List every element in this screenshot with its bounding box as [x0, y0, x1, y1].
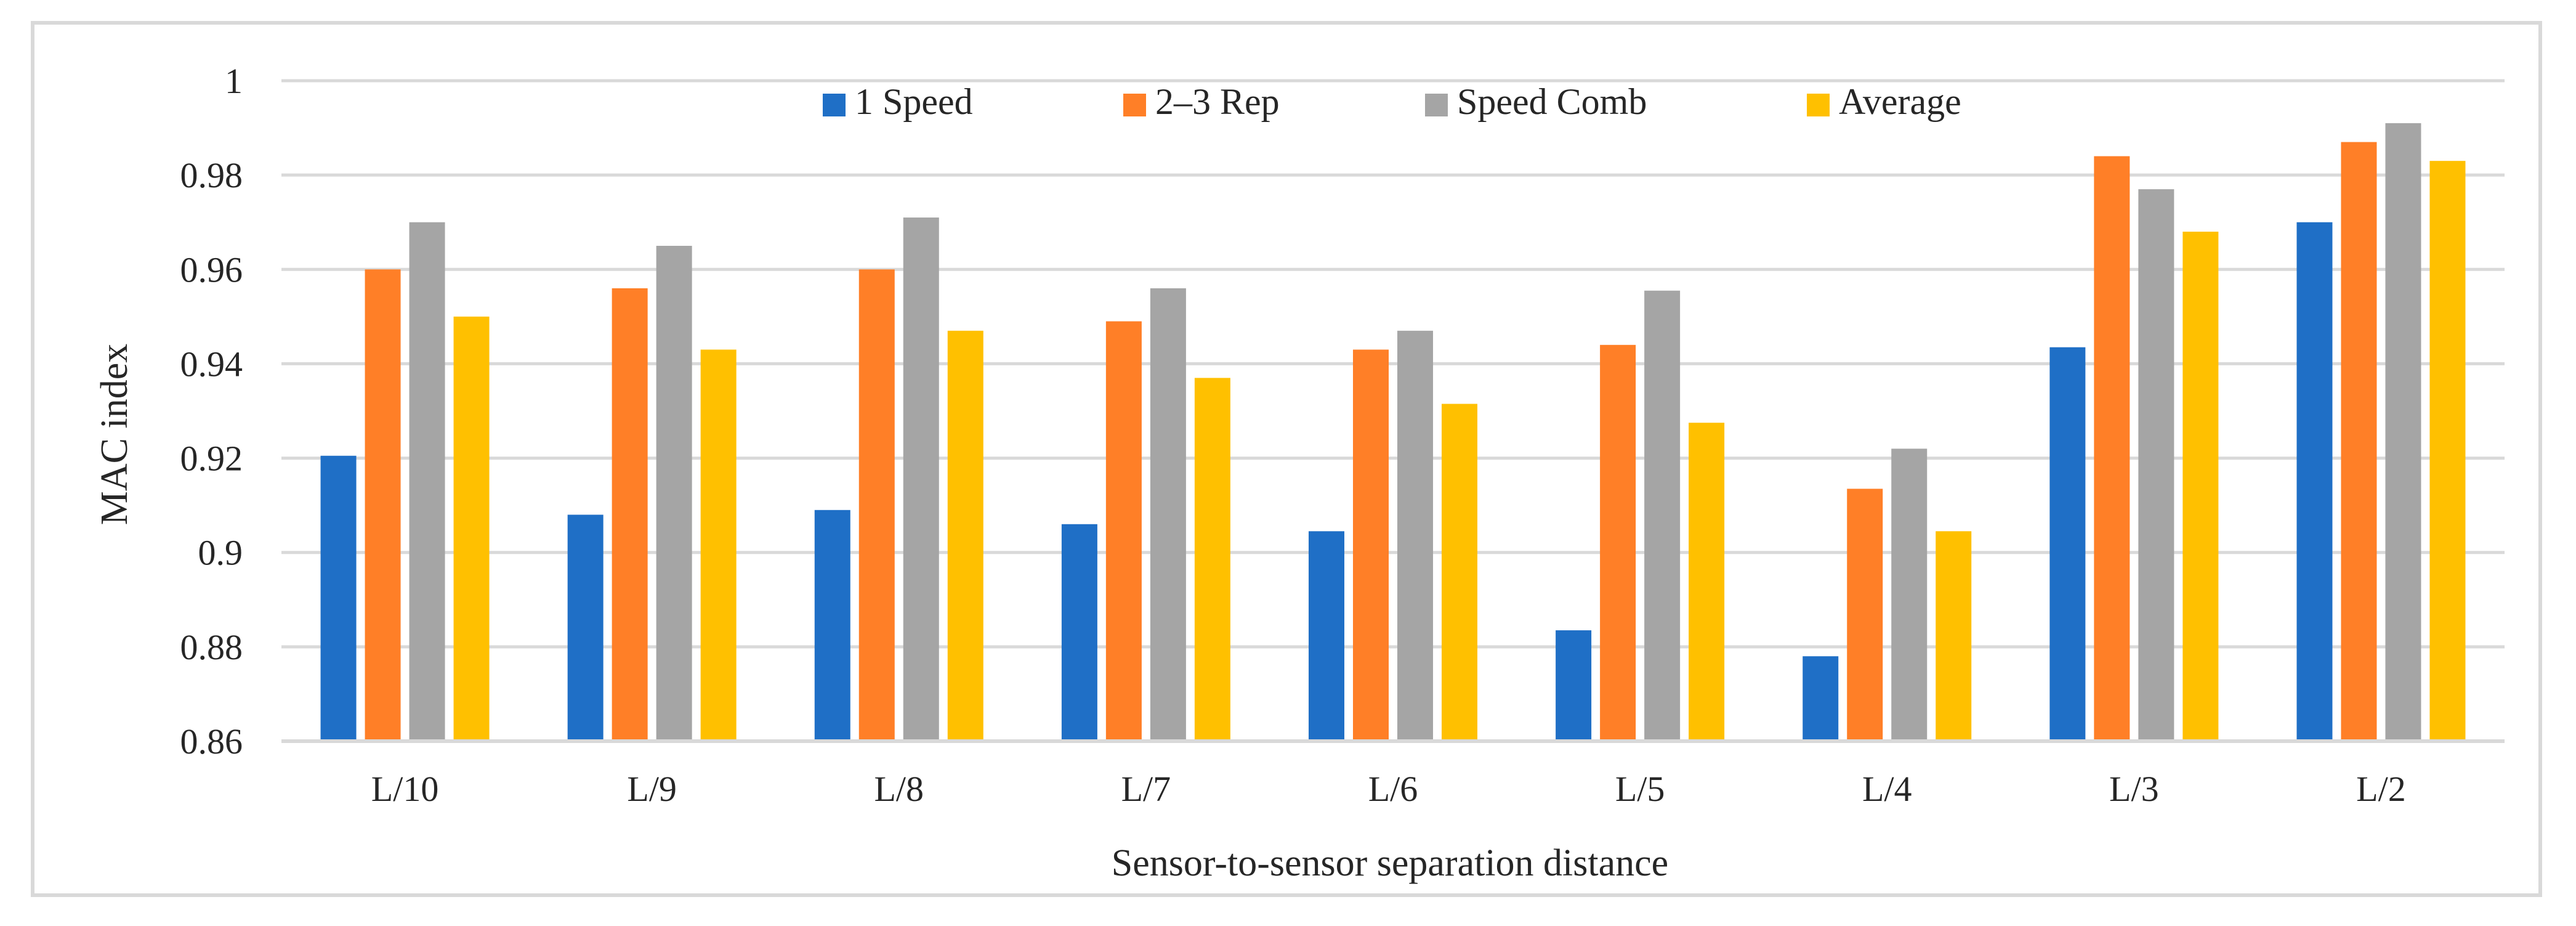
bar — [1194, 378, 1230, 741]
gridlines — [281, 79, 2505, 743]
bar — [2049, 347, 2086, 741]
bar — [1644, 290, 1681, 741]
bar — [700, 349, 737, 741]
legend: 1 Speed 2–3 Rep Speed Comb Average — [823, 81, 1961, 122]
x-tick-label: L/3 — [2109, 769, 2159, 809]
legend-label: Average — [1839, 81, 1961, 122]
legend-swatch — [1807, 94, 1830, 116]
y-tick-label: 0.98 — [180, 155, 243, 195]
x-tick-label: L/2 — [2356, 769, 2406, 809]
bar — [858, 269, 895, 741]
chart-frame: 0.86 0.88 0.9 0.92 0.94 0.96 0.98 1 L/10 L/9 L/8 L/… — [31, 21, 2542, 897]
x-tick-label: L/4 — [1862, 769, 1912, 809]
legend-swatch — [1123, 94, 1146, 116]
bar — [2094, 156, 2130, 741]
bar — [409, 222, 445, 741]
y-tick-label: 0.86 — [180, 721, 243, 762]
bar — [1847, 489, 1883, 741]
legend-swatch — [823, 94, 846, 116]
x-tick-label: L/7 — [1121, 769, 1171, 809]
bar — [947, 330, 983, 741]
bar — [1442, 404, 1477, 741]
bar — [2341, 142, 2377, 742]
bar — [1061, 524, 1097, 741]
bar — [1150, 288, 1186, 741]
x-axis-title: Sensor-to-sensor separation distance — [1112, 842, 1668, 884]
bar — [2138, 189, 2174, 742]
x-tick-label: L/8 — [874, 769, 924, 809]
x-tick-label: L/6 — [1368, 769, 1418, 809]
bar-chart: 0.86 0.88 0.9 0.92 0.94 0.96 0.98 1 L/10 L/9 L/8 L/… — [94, 61, 2505, 884]
bar — [1353, 349, 1389, 741]
bar — [1105, 321, 1142, 741]
bar — [1309, 531, 1344, 741]
bar — [1397, 330, 1433, 741]
legend-label: 1 Speed — [855, 81, 973, 122]
y-tick-label: 0.9 — [198, 533, 243, 573]
bar — [2429, 161, 2466, 741]
y-tick-label: 0.96 — [180, 250, 243, 290]
bar — [2296, 222, 2333, 741]
y-tick-label: 1 — [225, 61, 243, 101]
bars — [320, 123, 2466, 742]
y-tick-label: 0.94 — [180, 344, 243, 384]
bar — [320, 455, 357, 741]
bar — [1891, 449, 1928, 741]
bar — [453, 316, 490, 741]
bar — [903, 217, 939, 741]
bar — [1689, 423, 1725, 741]
y-axis-title: MAC index — [94, 344, 135, 526]
bar — [2182, 232, 2219, 741]
x-tick-label: L/5 — [1615, 769, 1665, 809]
x-tick-label: L/10 — [371, 769, 439, 809]
bar — [1803, 656, 1839, 741]
x-tick-label: L/9 — [627, 769, 677, 809]
bar — [1556, 630, 1592, 741]
legend-label: 2–3 Rep — [1155, 81, 1280, 122]
bar — [567, 514, 604, 741]
y-tick-label: 0.92 — [180, 439, 243, 479]
bar — [2385, 123, 2421, 741]
bar — [814, 510, 850, 741]
legend-label: Speed Comb — [1457, 81, 1647, 122]
bar — [1936, 531, 1972, 741]
bar — [365, 269, 401, 741]
y-tick-label: 0.88 — [180, 627, 243, 667]
bar — [612, 288, 648, 741]
axes: 0.86 0.88 0.9 0.92 0.94 0.96 0.98 1 L/10 L/9 L/8 L/… — [180, 61, 2505, 809]
bar — [1600, 344, 1636, 741]
legend-swatch — [1425, 94, 1448, 116]
bar — [656, 246, 692, 741]
